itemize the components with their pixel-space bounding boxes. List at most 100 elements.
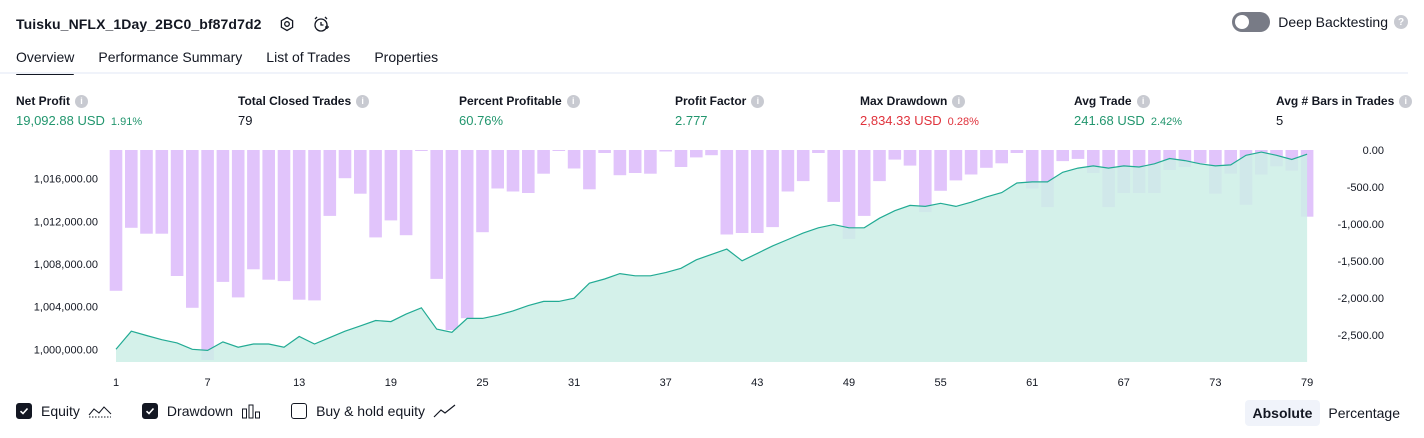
drawdown-bar <box>491 150 504 189</box>
metric-max-drawdown: Max Drawdown i 2,834.33 USD 0.28% <box>860 94 979 128</box>
tab-properties[interactable]: Properties <box>374 49 439 65</box>
drawdown-bar <box>125 150 138 228</box>
metric-value: 2.777 <box>675 113 708 128</box>
metric-percent-profitable: Percent Profitable i 60.76% <box>459 94 580 128</box>
drawdown-bar <box>720 150 734 235</box>
metric-avg-trade: Avg Trade i 241.68 USD 2.42% <box>1074 94 1182 128</box>
x-axis-tick: 43 <box>751 377 763 389</box>
tab-performance-summary[interactable]: Performance Summary <box>98 49 243 65</box>
toggle-knob <box>1235 15 1250 29</box>
drawdown-bar <box>766 150 779 228</box>
equity-drawdown-chart[interactable]: 1,000,000.00 1,004,000.00 1,008,000.00 1,01… <box>0 138 1424 396</box>
info-icon[interactable]: i <box>751 94 765 108</box>
x-axis-tick: 13 <box>293 377 305 389</box>
metric-value: 5 <box>1276 113 1284 128</box>
x-axis-tick: 73 <box>1209 377 1221 389</box>
drawdown-bar <box>308 150 321 301</box>
info-icon[interactable]: i <box>75 94 88 108</box>
drawdown-bar <box>552 150 566 151</box>
drawdown-bar <box>659 150 672 152</box>
drawdown-bar <box>903 150 917 166</box>
drawdown-bar <box>644 150 657 174</box>
x-axis-tick: 61 <box>1026 377 1038 389</box>
drawdown-bar <box>155 150 169 234</box>
drawdown-bar <box>262 150 275 280</box>
metric-percent: 0.28% <box>947 116 979 128</box>
strategy-header: Tuisku_NFLX_1Day_2BC0_bf87d7d2 <box>16 12 330 36</box>
drawdown-bar <box>567 150 581 169</box>
info-icon[interactable]: i <box>1399 94 1413 108</box>
drawdown-bar <box>537 150 550 174</box>
x-axis-tick: 37 <box>660 377 672 389</box>
drawdown-bar <box>247 150 260 270</box>
deep-backtesting-toggle[interactable] <box>1232 12 1271 32</box>
value-mode-switch: Absolute Percentage <box>1244 400 1409 426</box>
drawdown-bar <box>781 150 795 192</box>
drawdown-bar <box>613 150 627 176</box>
info-icon[interactable]: i <box>1136 94 1150 108</box>
drawdown-bar <box>415 150 428 151</box>
x-axis-tick: 67 <box>1118 377 1130 389</box>
drawdown-bar <box>140 150 153 234</box>
drawdown-bar <box>735 150 749 233</box>
metric-label: Max Drawdown <box>860 94 948 108</box>
x-axis-tick: 31 <box>568 377 580 389</box>
checkbox-buy-hold[interactable] <box>291 403 308 419</box>
checkbox-drawdown[interactable] <box>141 403 158 419</box>
left-axis-tick: 1,008,000.00 <box>34 259 98 271</box>
right-axis-tick: -2,000.00 <box>1338 293 1384 305</box>
drawdown-bar <box>812 150 825 153</box>
mode-percentage-button[interactable]: Percentage <box>1328 405 1400 421</box>
legend-equity[interactable]: Equity <box>16 403 112 419</box>
info-icon[interactable]: i <box>566 94 580 108</box>
drawdown-bar <box>399 150 413 236</box>
x-axis-tick: 19 <box>385 377 397 389</box>
legend-drawdown[interactable]: Drawdown <box>141 403 261 419</box>
info-icon[interactable]: i <box>356 94 370 108</box>
drawdown-bar <box>354 150 367 194</box>
drawdown-bar <box>201 150 214 360</box>
drawdown-bar <box>1056 150 1069 162</box>
equity-area <box>116 152 1308 362</box>
metric-total-closed-trades: Total Closed Trades i 79 <box>238 94 370 128</box>
metric-net-profit: Net Profit i 19,092.88 USD 1.91% <box>16 94 142 128</box>
drawdown-bar <box>583 150 596 190</box>
settings-hex-icon[interactable] <box>278 15 296 33</box>
drawdown-bar <box>292 150 306 300</box>
metric-value: 60.76% <box>459 113 504 128</box>
drawdown-bar <box>628 150 642 173</box>
drawdown-bars <box>109 150 1314 360</box>
chart-legend: Equity Drawdown Buy & hold equity <box>16 403 487 419</box>
info-icon[interactable]: i <box>952 94 966 108</box>
alarm-add-icon[interactable] <box>312 15 330 33</box>
right-axis-tick: -500.00 <box>1347 182 1384 194</box>
drawdown-bar <box>980 150 993 168</box>
tab-list-of-trades[interactable]: List of Trades <box>266 49 351 65</box>
checkbox-equity[interactable] <box>16 403 32 419</box>
x-axis-tick: 55 <box>934 377 946 389</box>
drawdown-bar <box>873 150 886 182</box>
drawdown-bar <box>1025 150 1039 189</box>
left-axis-tick: 1,012,000.00 <box>34 216 98 228</box>
drawdown-bar <box>506 150 520 192</box>
tab-divider <box>0 72 1408 74</box>
legend-buy-hold[interactable]: Buy & hold equity <box>291 403 457 419</box>
left-axis: 1,000,000.00 1,004,000.00 1,008,000.00 1,01… <box>34 174 98 357</box>
drawdown-bar <box>1010 150 1024 153</box>
drawdown-bar <box>674 150 688 167</box>
tab-overview[interactable]: Overview <box>16 44 75 75</box>
help-icon[interactable]: ? <box>1394 15 1408 29</box>
metric-value: 2,834.33 USD <box>860 113 942 128</box>
metric-avg-bars-in-trades: Avg # Bars in Trades i 5 <box>1276 94 1413 128</box>
drawdown-bar <box>796 150 810 182</box>
report-tabs: Overview Performance Summary List of Tra… <box>16 44 462 75</box>
equity-line-icon <box>88 403 112 419</box>
legend-drawdown-label: Drawdown <box>166 403 234 419</box>
x-axis-tick: 49 <box>843 377 855 389</box>
drawdown-bar <box>231 150 245 298</box>
x-axis: 1 7 13 19 25 31 37 43 49 55 61 67 73 79 <box>113 377 1313 389</box>
mode-absolute-button[interactable]: Absolute <box>1244 400 1321 426</box>
drawdown-bar <box>445 150 459 330</box>
drawdown-bar <box>1193 150 1207 164</box>
drawdown-bar <box>934 150 947 191</box>
